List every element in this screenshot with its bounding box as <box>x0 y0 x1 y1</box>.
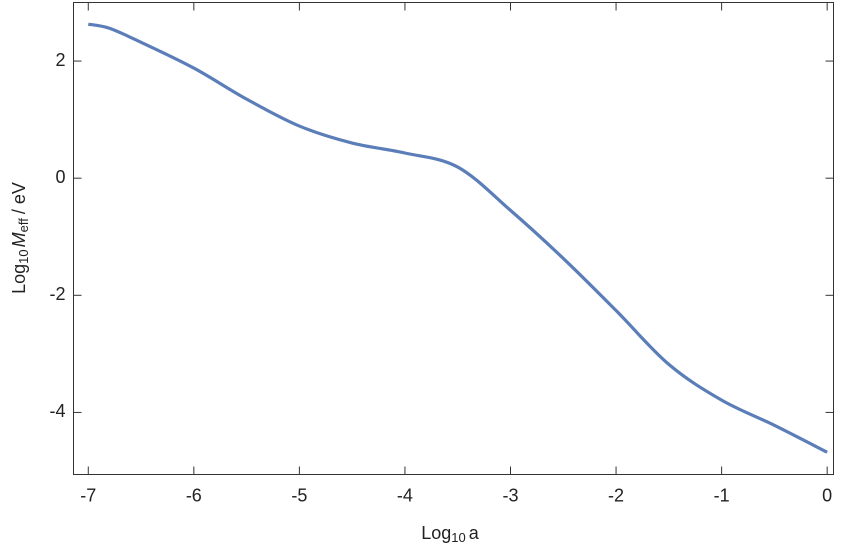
y-label-part: M <box>9 232 29 247</box>
y-tick-label: 0 <box>55 167 65 187</box>
x-tick-label: -3 <box>502 485 518 505</box>
x-tick-label: -2 <box>608 485 624 505</box>
x-tick-label: -7 <box>80 485 96 505</box>
plot-frame <box>73 2 834 475</box>
x-tick-label: 0 <box>822 485 832 505</box>
x-axis-label: Log10 a <box>421 523 480 546</box>
y-label-part: / eV <box>9 182 29 214</box>
x-tick-label: -1 <box>714 485 730 505</box>
x-label-part: a <box>469 523 480 543</box>
data-line <box>87 22 828 454</box>
y-label-sub: 10 <box>16 249 31 263</box>
x-label-part: Log <box>421 523 451 543</box>
x-tick-label: -4 <box>397 485 413 505</box>
y-tick-label: -4 <box>49 401 65 421</box>
y-label-part: Log <box>9 264 29 294</box>
y-tick-label: 2 <box>55 50 65 70</box>
x-label-sub: 10 <box>451 530 465 545</box>
y-tick-label: -2 <box>49 284 65 304</box>
y-label-sub: eff <box>16 218 31 233</box>
x-tick-label: -5 <box>291 485 307 505</box>
x-tick-label: -6 <box>186 485 202 505</box>
y-axis-label: Log10 Meff / eV <box>9 182 32 294</box>
